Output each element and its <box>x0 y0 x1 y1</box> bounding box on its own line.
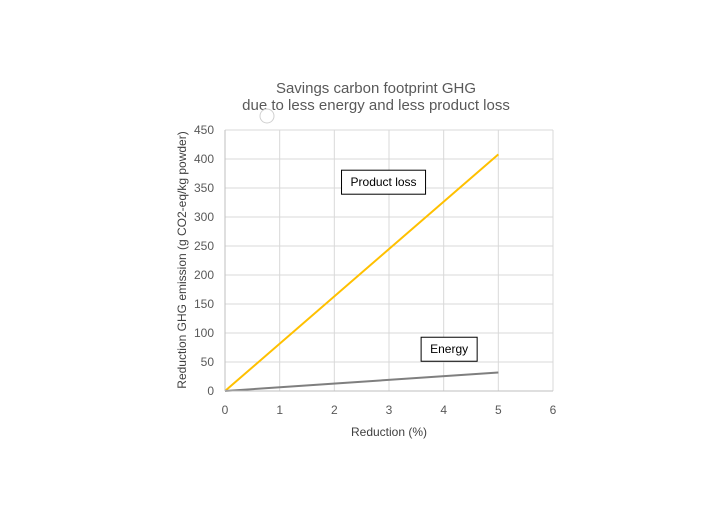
y-tick-label: 400 <box>194 152 214 166</box>
x-tick-label: 5 <box>495 403 502 417</box>
series-labels: Product loss Energy <box>341 169 478 362</box>
series-label-energy: Energy <box>420 336 478 362</box>
series-label-product-loss: Product loss <box>341 169 427 195</box>
y-tick-label: 200 <box>194 268 214 282</box>
x-tick-label: 1 <box>276 403 283 417</box>
chart-title-line-2: due to less energy and less product loss <box>242 97 510 114</box>
y-tick-label: 50 <box>201 355 215 369</box>
series-line-energy <box>224 371 499 392</box>
series-line-product-loss <box>224 153 499 392</box>
x-tick-label: 3 <box>386 403 393 417</box>
series-label-text: Product loss <box>351 175 417 189</box>
series-layer <box>224 153 499 392</box>
x-tick-label: 6 <box>550 403 557 417</box>
chart-title-line-1: Savings carbon footprint GHG <box>276 80 476 97</box>
grid <box>225 129 554 392</box>
y-tick-label: 150 <box>194 297 214 311</box>
x-tick-label: 4 <box>440 403 447 417</box>
y-tick-label: 450 <box>194 123 214 137</box>
y-tick-label: 100 <box>194 326 214 340</box>
x-tick-label: 2 <box>331 403 338 417</box>
x-tick-label: 0 <box>222 403 229 417</box>
y-tick-label: 300 <box>194 210 214 224</box>
y-tick-label: 0 <box>207 384 214 398</box>
selection-handle <box>259 108 275 124</box>
y-axis-title: Reduction GHG emission (g CO2-eq/kg powd… <box>175 131 189 388</box>
series-label-text: Energy <box>430 342 468 356</box>
x-axis-title: Reduction (%) <box>351 425 427 439</box>
series-label-box <box>420 336 478 362</box>
y-tick-label: 350 <box>194 181 214 195</box>
y-tick-label: 250 <box>194 239 214 253</box>
axes: 0 50 100 150 200 250 300 350 400 450 0 1 2 3 4 5 6 <box>194 123 557 417</box>
series-label-box <box>341 169 427 195</box>
